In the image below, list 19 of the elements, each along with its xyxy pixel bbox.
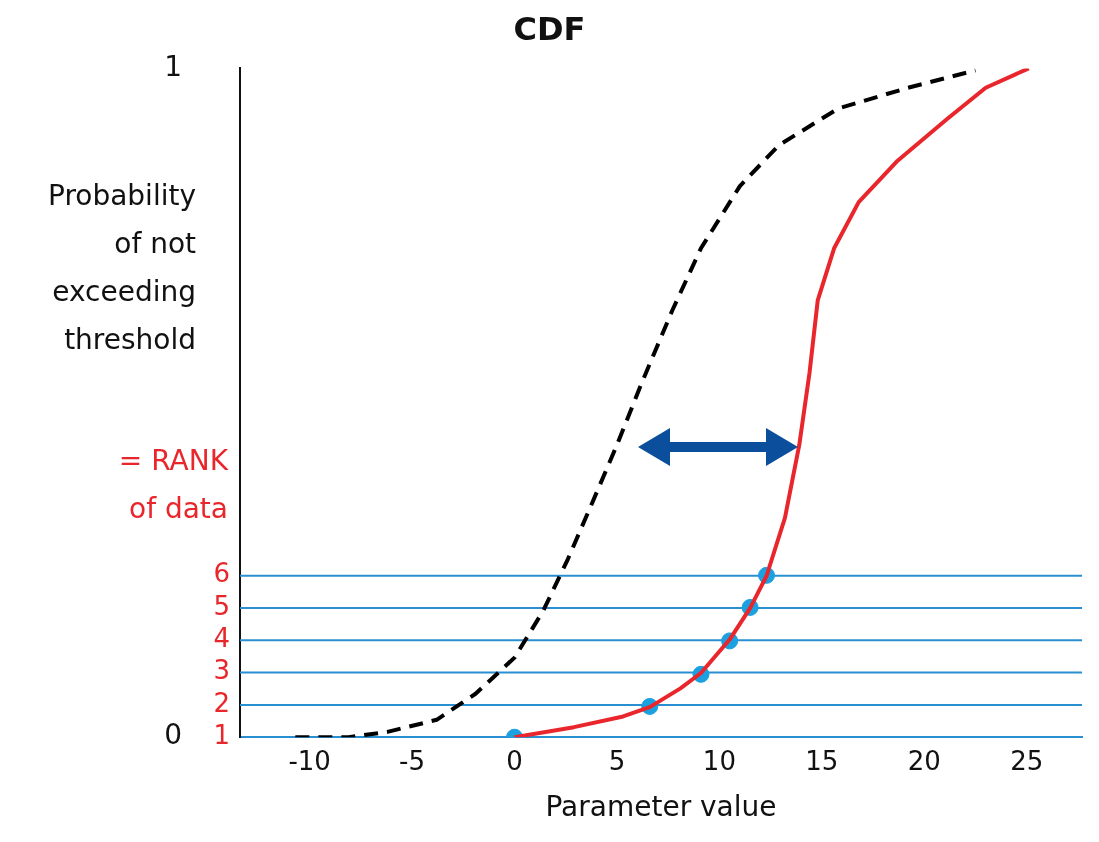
x-tick-label: 15 — [805, 745, 839, 776]
chart-title: CDF — [513, 9, 586, 48]
y2-tick-label: 1 — [213, 719, 230, 750]
y-axis-title: Probability of not exceeding threshold — [47, 179, 197, 357]
y2-tick-label: 3 — [213, 655, 230, 686]
x-tick-label: 0 — [506, 745, 523, 776]
x-tick-label: 5 — [608, 745, 626, 776]
x-tick-label: -5 — [399, 745, 426, 776]
y2-tick-label: 5 — [213, 590, 230, 621]
text: = RANK of data — [118, 444, 229, 526]
x-tick-label: 10 — [702, 745, 736, 776]
y2-tick-label: 2 — [213, 687, 230, 718]
x-tick-label: 20 — [907, 745, 941, 776]
line-series — [293, 68, 978, 738]
x-tick-label: 25 — [1010, 745, 1044, 776]
x-tick-label: -10 — [288, 745, 331, 776]
y2-tick-label: 6 — [213, 558, 230, 589]
y2-tick-label: 4 — [213, 623, 230, 654]
x-axis-title: Parameter value — [545, 790, 777, 824]
